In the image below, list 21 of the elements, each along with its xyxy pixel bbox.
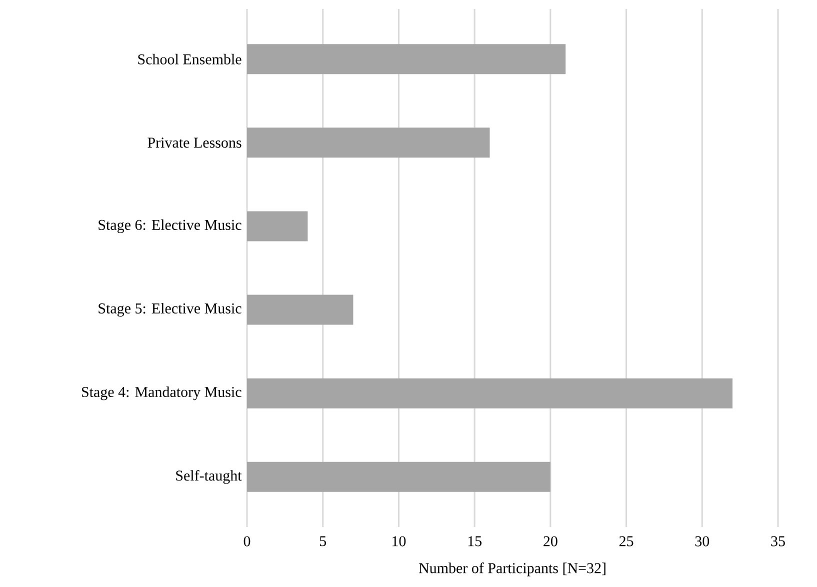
y-tick-label: Stage 6: Elective Music <box>98 219 242 234</box>
bar <box>247 211 308 242</box>
x-tick-label: 5 <box>320 536 326 546</box>
y-tick-label: Stage 4: Mandatory Music <box>82 386 242 400</box>
x-tick-label: 10 <box>392 536 406 546</box>
bar <box>247 378 732 408</box>
bar <box>247 128 490 158</box>
x-tick-label: 30 <box>695 536 710 546</box>
x-tick-label: 0 <box>244 536 250 546</box>
bar <box>247 44 566 74</box>
y-tick-label: Self-taught <box>176 470 242 484</box>
x-tick-label: 25 <box>619 536 634 546</box>
bar <box>247 294 354 325</box>
x-axis-title: Number of Participants [N=32] <box>418 562 606 576</box>
bar <box>247 462 550 492</box>
x-tick-label: 35 <box>771 536 785 546</box>
y-tick-label: School Ensemble <box>138 54 242 64</box>
x-tick-label: 15 <box>468 536 482 546</box>
y-tick-label: Private Lessons <box>148 138 242 148</box>
x-tick-label: 20 <box>544 536 558 546</box>
y-tick-label: Stage 5: Elective Music <box>98 302 242 317</box>
